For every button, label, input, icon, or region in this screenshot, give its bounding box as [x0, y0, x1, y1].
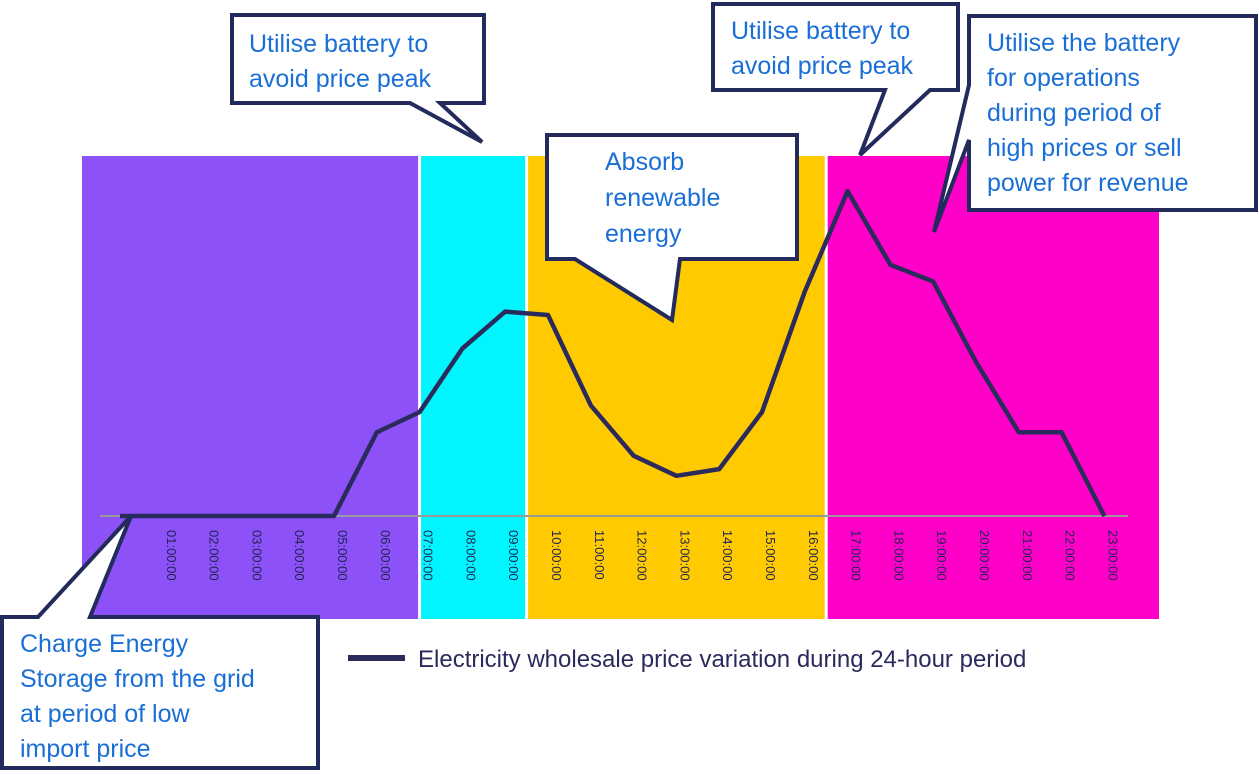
callout-high-price-operations-line: high prices or sell [987, 134, 1182, 162]
x-tick-label: 08:00:00 [463, 530, 478, 581]
callout-charge-storage-line: Storage from the grid [20, 665, 255, 693]
callout-charge-storage-bubble [0, 514, 320, 770]
x-tick-label: 14:00:00 [720, 530, 735, 581]
callout-charge-storage-line: at period of low [20, 700, 190, 728]
callout-absorb-renewable-bubble [545, 133, 799, 324]
x-tick-label: 17:00:00 [849, 530, 864, 581]
callout-avoid-peak-morning: Utilise battery to avoid price peak [230, 13, 486, 144]
callout-avoid-peak-evening-bubble [711, 2, 960, 157]
callout-avoid-peak-evening-line: avoid price peak [731, 52, 914, 80]
callout-absorb-renewable: Absorb renewable energy [545, 133, 799, 324]
callout-high-price-operations-bubble [932, 14, 1258, 233]
x-tick-label: 21:00:00 [1020, 530, 1035, 581]
x-tick-label: 06:00:00 [378, 530, 393, 581]
x-tick-label: 04:00:00 [292, 530, 307, 581]
callout-avoid-peak-morning-line: Utilise battery to [249, 30, 428, 58]
x-tick-label: 13:00:00 [677, 530, 692, 581]
callout-avoid-peak-morning-bubble [230, 13, 486, 144]
x-tick-label: 22:00:00 [1063, 530, 1078, 581]
x-tick-label: 20:00:00 [977, 530, 992, 581]
callout-charge-storage-line: import price [20, 735, 151, 763]
x-tick-label: 19:00:00 [934, 530, 949, 581]
x-tick-label: 10:00:00 [549, 530, 564, 581]
x-tick-label: 03:00:00 [249, 530, 264, 581]
callout-absorb-renewable-line: energy [605, 220, 682, 248]
legend-label: Electricity wholesale price variation du… [418, 646, 1026, 673]
callout-avoid-peak-evening: Utilise battery to avoid price peak [711, 2, 960, 157]
x-tick-label: 07:00:00 [421, 530, 436, 581]
period-band-1 [82, 156, 419, 619]
x-tick-label: 01:00:00 [164, 530, 179, 581]
callout-high-price-operations: Utilise the battery for operations during … [932, 14, 1258, 233]
callout-absorb-renewable-line: renewable [605, 184, 720, 212]
x-tick-label: 12:00:00 [635, 530, 650, 581]
callout-avoid-peak-morning-line: avoid price peak [249, 65, 432, 93]
x-tick-label: 16:00:00 [806, 530, 821, 581]
callout-avoid-peak-evening-line: Utilise battery to [731, 17, 910, 45]
x-tick-label: 18:00:00 [891, 530, 906, 581]
chart-legend: Electricity wholesale price variation du… [348, 646, 1026, 673]
callout-high-price-operations-line: during period of [987, 99, 1161, 127]
x-tick-label: 15:00:00 [763, 530, 778, 581]
callout-high-price-operations-line: for operations [987, 64, 1140, 92]
price-series-line [120, 188, 1107, 519]
x-tick-label: 02:00:00 [207, 530, 222, 581]
x-tick-label: 11:00:00 [592, 530, 607, 580]
callout-charge-storage: Charge Energy Storage from the grid at per… [0, 514, 320, 770]
x-tick-label: 23:00:00 [1105, 530, 1120, 581]
callout-absorb-renewable-line: Absorb [605, 148, 684, 176]
callout-charge-storage-line: Charge Energy [20, 630, 189, 658]
callout-high-price-operations-line: power for revenue [987, 169, 1189, 197]
x-axis-tick-labels: 01:00:00 02:00:00 03:00:00 04:00:00 05:00:00… [164, 530, 1121, 581]
x-tick-label: 09:00:00 [506, 530, 521, 581]
callout-high-price-operations-line: Utilise the battery [987, 29, 1181, 57]
x-tick-label: 05:00:00 [335, 530, 350, 581]
